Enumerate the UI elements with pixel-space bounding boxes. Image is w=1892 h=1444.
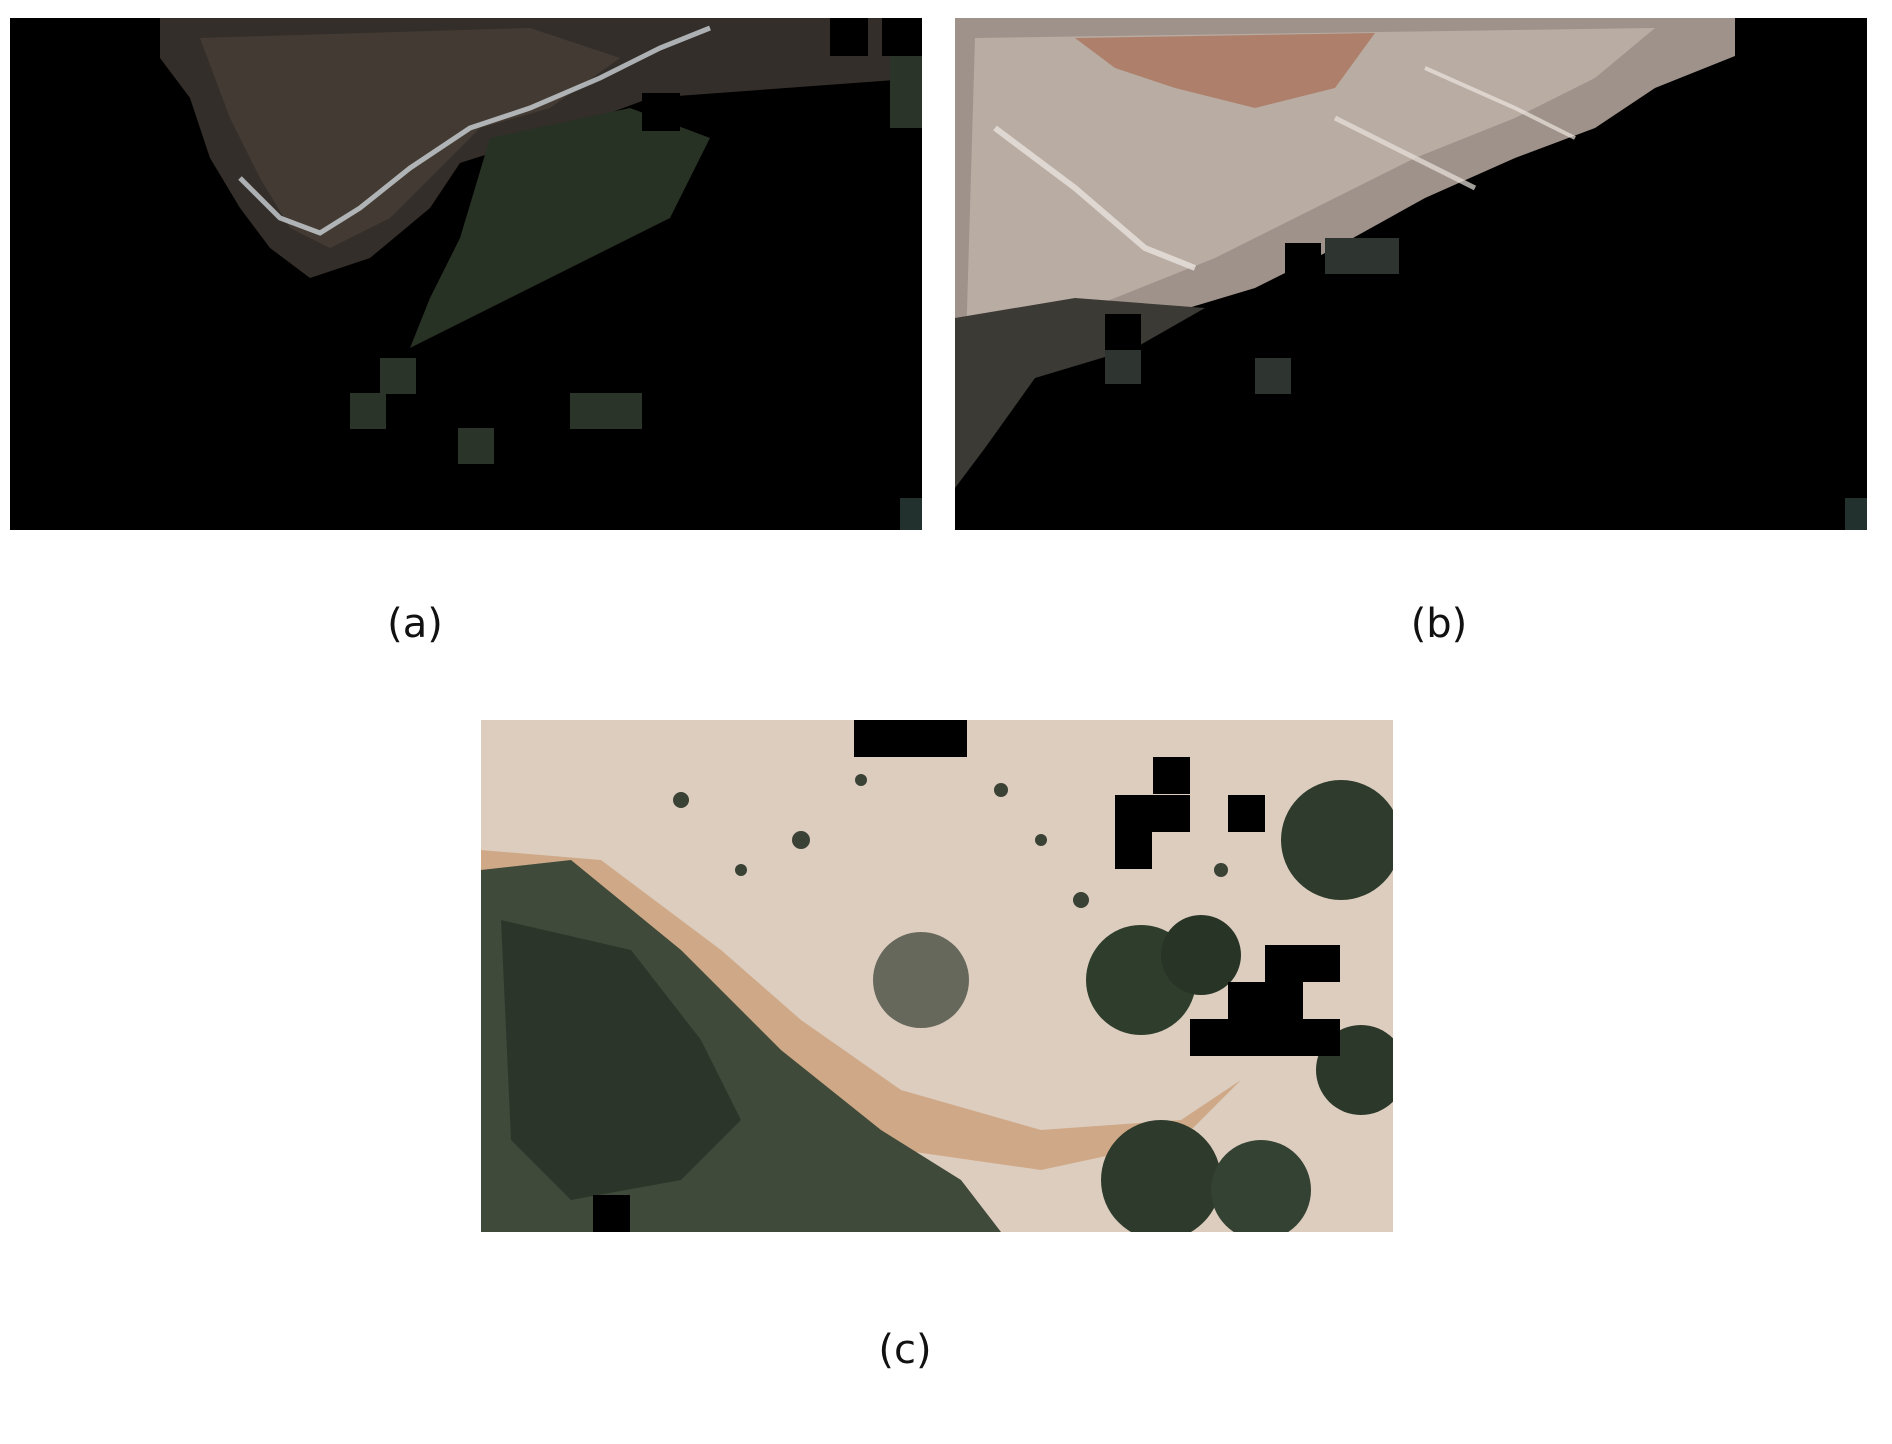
caption-b: (b) [1410,601,1468,647]
aerial-image-b [955,18,1867,530]
caption-c: (c) [878,1327,932,1373]
aerial-image-a [10,18,922,530]
caption-a: (a) [387,601,443,647]
aerial-image-c [481,720,1393,1232]
